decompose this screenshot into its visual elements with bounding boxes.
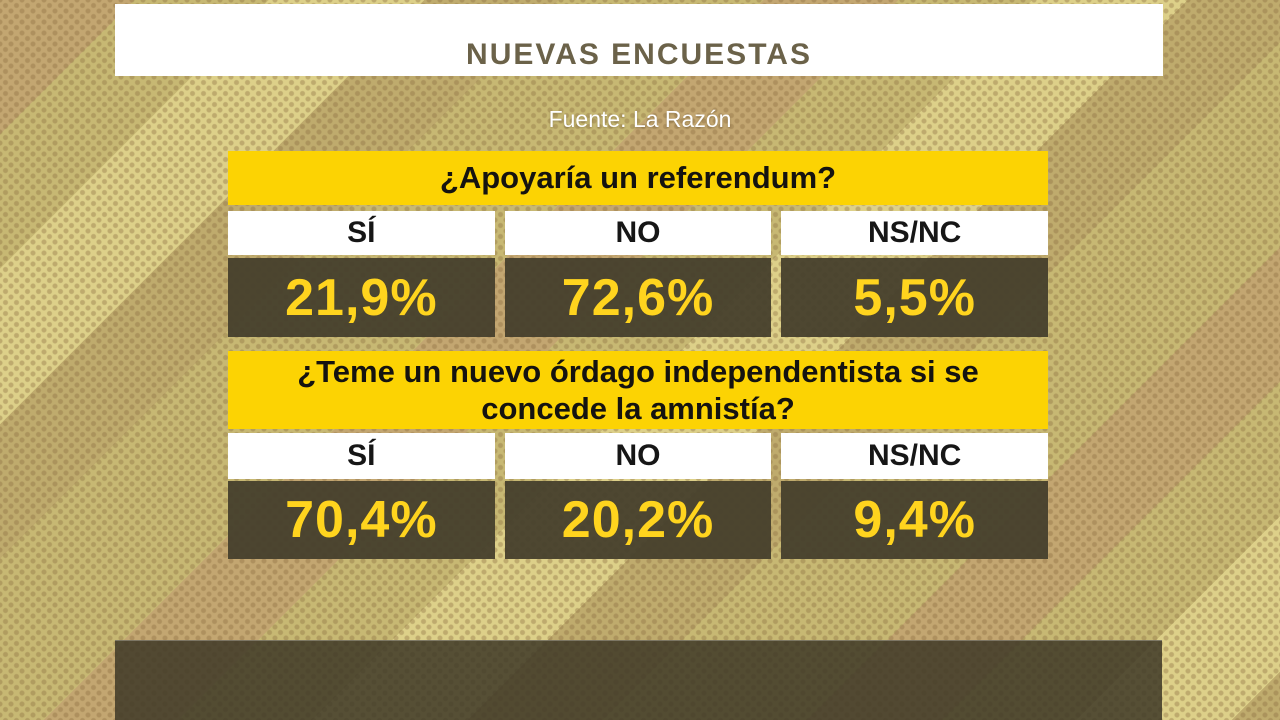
answer-value-no: 20,2% <box>504 481 772 559</box>
answer-label-nsnc: NS/NC <box>781 211 1049 255</box>
poll-question-2: ¿Teme un nuevo órdago independentista si… <box>228 351 1048 429</box>
answer-value-no: 72,6% <box>504 258 772 337</box>
answer-label-no: NO <box>504 211 772 255</box>
answer-label-no: NO <box>504 433 772 479</box>
answer-value-nsnc: 5,5% <box>781 258 1049 337</box>
poll-question-1: ¿Apoyaría un referendum? <box>228 151 1048 205</box>
poll-question-2-text: ¿Teme un nuevo órdago independentista si… <box>297 353 979 426</box>
answer-label-si: SÍ <box>228 211 495 255</box>
poll-1-answers-row: SÍ 21,9% NO 72,6% NS/NC 5,5% <box>228 211 1049 337</box>
poll-question-1-text: ¿Apoyaría un referendum? <box>439 160 837 196</box>
poll-2-answer-no: NO 20,2% <box>504 433 772 559</box>
answer-value-si: 70,4% <box>228 481 495 559</box>
page-title: NUEVAS ENCUESTAS <box>466 38 812 71</box>
poll-2-answers-row: SÍ 70,4% NO 20,2% NS/NC 9,4% <box>228 433 1049 559</box>
poll-1-answer-nsnc: NS/NC 5,5% <box>781 211 1049 337</box>
answer-label-nsnc: NS/NC <box>781 433 1049 479</box>
answer-value-nsnc: 9,4% <box>781 481 1049 559</box>
lower-third-bar <box>115 640 1162 720</box>
answer-value-si: 21,9% <box>228 258 495 337</box>
poll-1-answer-no: NO 72,6% <box>504 211 772 337</box>
poll-block-referendum: ¿Apoyaría un referendum? SÍ 21,9% NO 72,… <box>228 151 1049 337</box>
source-label: Fuente: La Razón <box>548 106 732 132</box>
answer-label-si: SÍ <box>228 433 495 479</box>
poll-1-answer-si: SÍ 21,9% <box>228 211 495 337</box>
poll-2-answer-nsnc: NS/NC 9,4% <box>781 433 1049 559</box>
poll-2-answer-si: SÍ 70,4% <box>228 433 495 559</box>
poll-results-grid: ¿Apoyaría un referendum? SÍ 21,9% NO 72,… <box>228 151 1049 559</box>
poll-block-ordago: ¿Teme un nuevo órdago independentista si… <box>228 351 1049 559</box>
title-bar: NUEVAS ENCUESTAS <box>115 4 1163 76</box>
